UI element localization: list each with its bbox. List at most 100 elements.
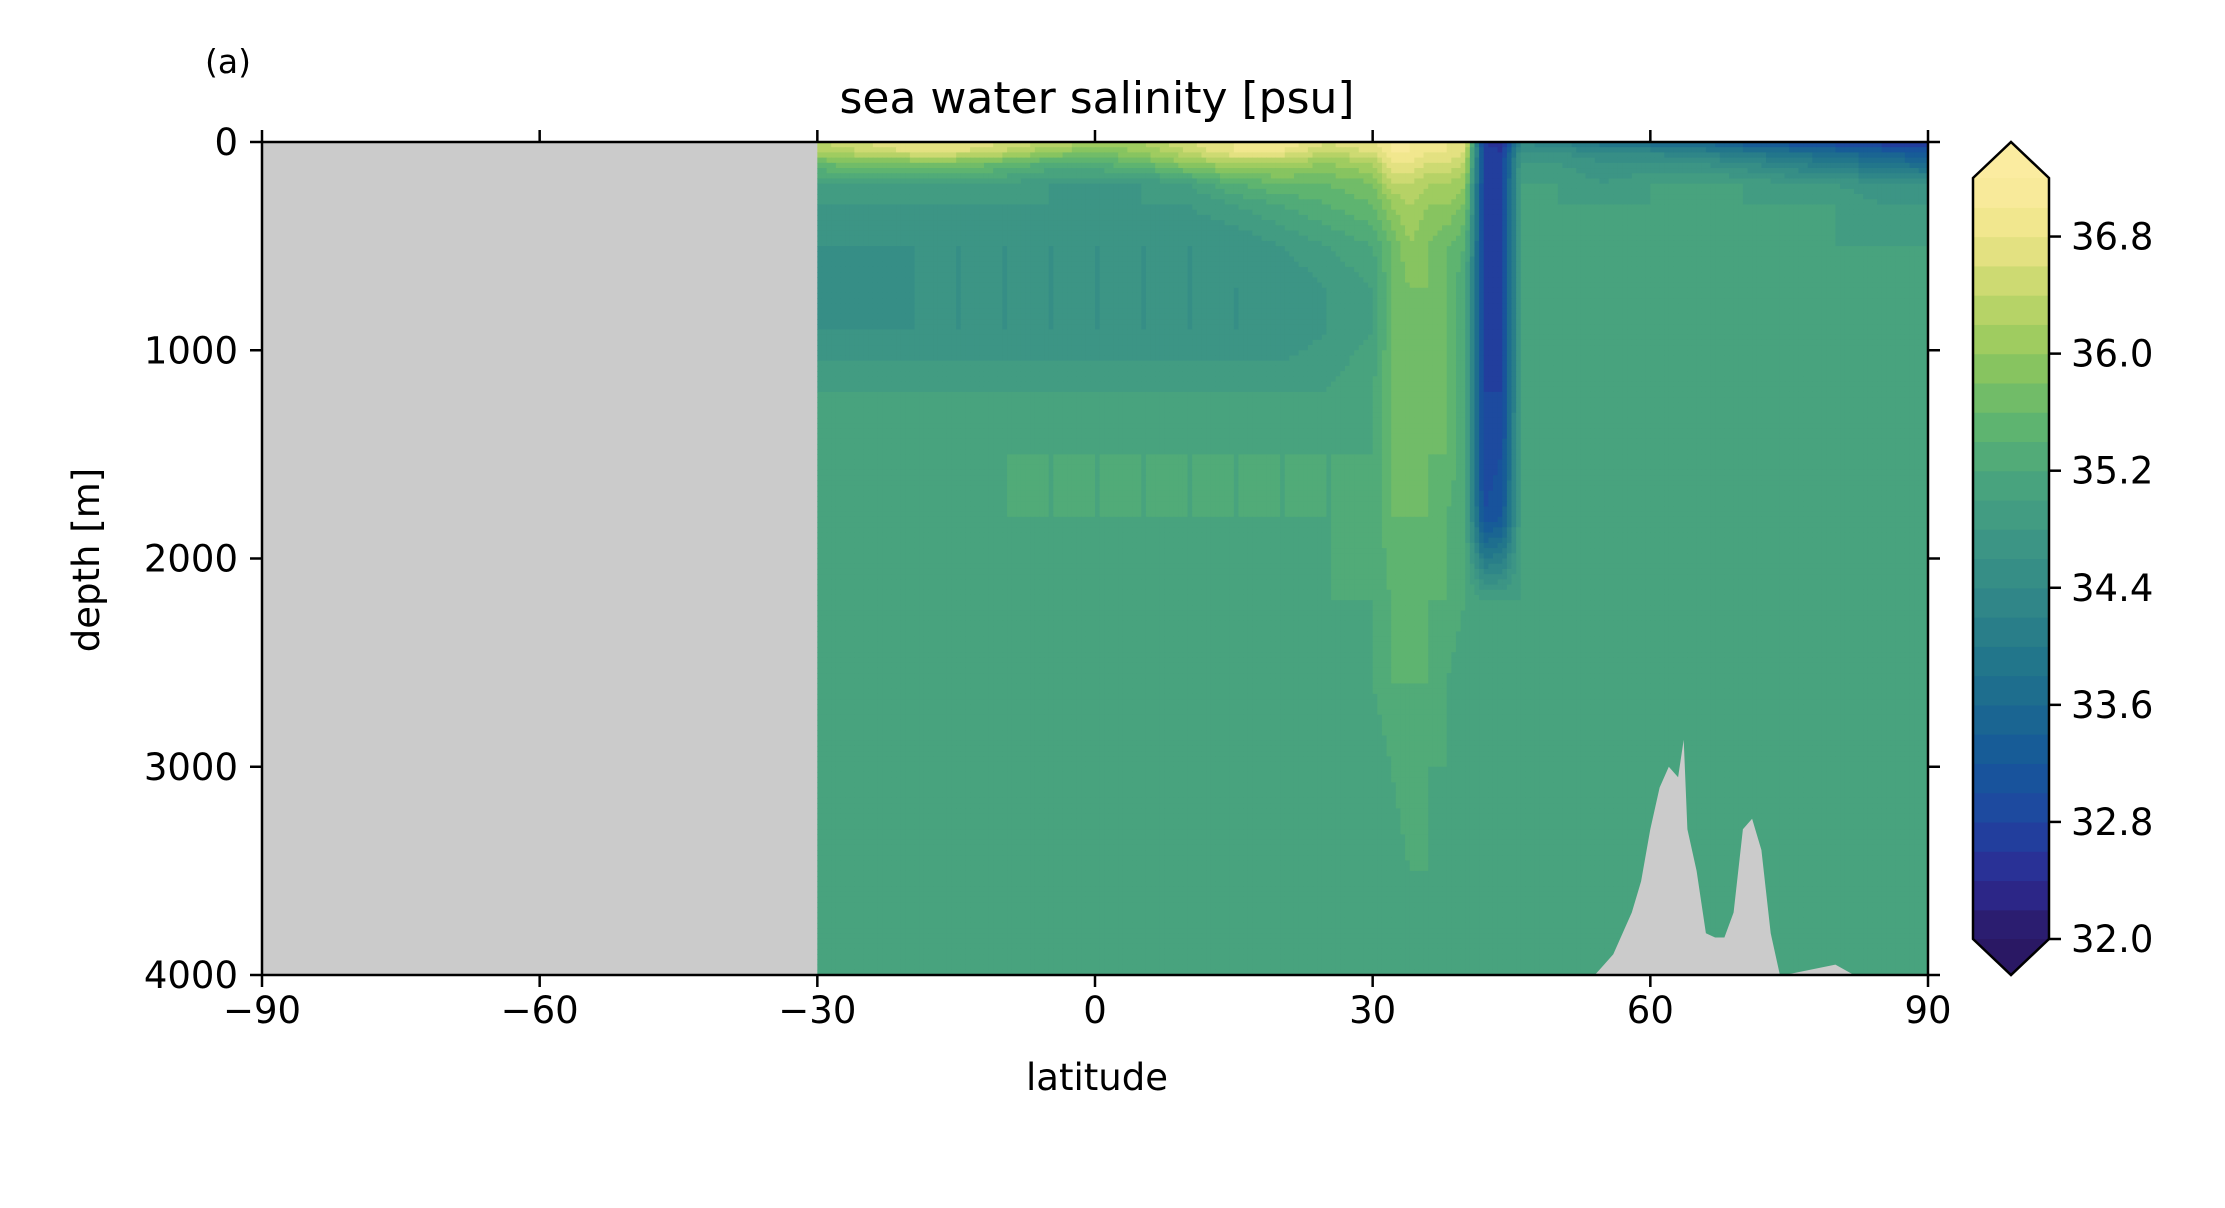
salinity-cell xyxy=(1197,152,1202,158)
salinity-cell xyxy=(1419,163,1424,169)
salinity-cell xyxy=(1340,184,1345,190)
salinity-cell xyxy=(1516,236,1521,242)
salinity-cell xyxy=(1169,199,1174,205)
salinity-cell xyxy=(1710,204,1715,210)
salinity-cell xyxy=(1414,163,1419,169)
salinity-cell xyxy=(1914,147,1919,153)
salinity-cell xyxy=(1465,178,1470,184)
salinity-cell xyxy=(1576,158,1581,164)
salinity-cell xyxy=(1072,241,1077,247)
salinity-cell xyxy=(1521,241,1526,247)
salinity-cell xyxy=(1340,225,1345,231)
salinity-cell xyxy=(1160,173,1165,179)
salinity-cell xyxy=(868,152,873,158)
salinity-cell xyxy=(947,178,952,184)
salinity-cell xyxy=(1095,204,1100,210)
salinity-cell xyxy=(1535,204,1540,210)
salinity-cell xyxy=(1780,210,1785,216)
salinity-cell xyxy=(1761,189,1766,195)
salinity-cell xyxy=(1909,220,1914,226)
salinity-cell xyxy=(1400,246,1405,252)
salinity-cell xyxy=(1595,246,1600,252)
salinity-cell xyxy=(873,236,878,242)
salinity-cell xyxy=(1164,204,1169,210)
salinity-cell xyxy=(1456,189,1461,195)
salinity-cell xyxy=(1701,246,1706,252)
salinity-cell xyxy=(840,147,845,153)
salinity-cell xyxy=(901,158,906,164)
salinity-cell xyxy=(1266,173,1271,179)
salinity-cell xyxy=(1076,173,1081,179)
salinity-cell xyxy=(1317,147,1322,153)
salinity-cell xyxy=(1752,220,1757,226)
salinity-cell xyxy=(1127,204,1132,210)
salinity-cell xyxy=(896,189,901,195)
salinity-cell xyxy=(1400,163,1405,169)
salinity-cell xyxy=(1151,173,1156,179)
salinity-cell xyxy=(1340,194,1345,200)
salinity-cell xyxy=(1669,147,1674,153)
salinity-cell xyxy=(1743,204,1748,210)
salinity-cell xyxy=(1294,210,1299,216)
salinity-cell xyxy=(901,246,906,252)
salinity-cell xyxy=(1896,168,1901,174)
salinity-cell xyxy=(1442,163,1447,169)
salinity-cell xyxy=(859,152,864,158)
salinity-cell xyxy=(896,199,901,205)
salinity-cell xyxy=(1294,199,1299,205)
salinity-cell xyxy=(1627,147,1632,153)
salinity-cell xyxy=(975,168,980,174)
salinity-cell xyxy=(891,184,896,190)
salinity-cell xyxy=(836,215,841,221)
salinity-cell xyxy=(989,199,994,205)
salinity-cell xyxy=(1817,199,1822,205)
salinity-cell xyxy=(1512,194,1517,200)
salinity-cell xyxy=(1849,152,1854,158)
salinity-cell xyxy=(1474,215,1479,221)
salinity-cell xyxy=(1225,173,1230,179)
salinity-cell xyxy=(1280,194,1285,200)
salinity-cell xyxy=(1877,158,1882,164)
salinity-cell xyxy=(1812,178,1817,184)
salinity-cell xyxy=(910,215,915,221)
salinity-cell xyxy=(1456,194,1461,200)
salinity-cell xyxy=(1410,215,1415,221)
salinity-cell xyxy=(1095,220,1100,226)
salinity-cell xyxy=(1470,147,1475,153)
salinity-cell xyxy=(1104,225,1109,231)
salinity-cell xyxy=(1248,184,1253,190)
salinity-cell xyxy=(1252,220,1257,226)
salinity-cell xyxy=(1058,152,1063,158)
salinity-cell xyxy=(1063,168,1068,174)
salinity-cell xyxy=(1863,236,1868,242)
salinity-cell xyxy=(1275,225,1280,231)
salinity-cell xyxy=(1581,152,1586,158)
salinity-cell xyxy=(1706,220,1711,226)
salinity-cell xyxy=(1396,184,1401,190)
salinity-cell xyxy=(1090,225,1095,231)
salinity-cell xyxy=(1919,173,1924,179)
salinity-cell xyxy=(1581,178,1586,184)
salinity-cell xyxy=(1553,173,1558,179)
salinity-cell xyxy=(998,178,1003,184)
salinity-cell xyxy=(1905,189,1910,195)
salinity-cell xyxy=(1840,189,1845,195)
salinity-cell xyxy=(1650,220,1655,226)
salinity-cell xyxy=(1905,184,1910,190)
salinity-cell xyxy=(1016,168,1021,174)
salinity-cell xyxy=(1919,194,1924,200)
salinity-cell xyxy=(1280,147,1285,153)
salinity-cell xyxy=(1590,220,1595,226)
salinity-cell xyxy=(1710,236,1715,242)
salinity-cell xyxy=(961,246,966,252)
salinity-cell xyxy=(850,158,855,164)
salinity-cell xyxy=(1081,147,1086,153)
salinity-cell xyxy=(1280,241,1285,247)
salinity-cell xyxy=(1484,163,1489,169)
salinity-cell xyxy=(1229,163,1234,169)
salinity-cell xyxy=(882,194,887,200)
salinity-cell xyxy=(1243,231,1248,237)
salinity-cell xyxy=(1785,147,1790,153)
salinity-cell xyxy=(859,199,864,205)
salinity-cell xyxy=(1641,215,1646,221)
